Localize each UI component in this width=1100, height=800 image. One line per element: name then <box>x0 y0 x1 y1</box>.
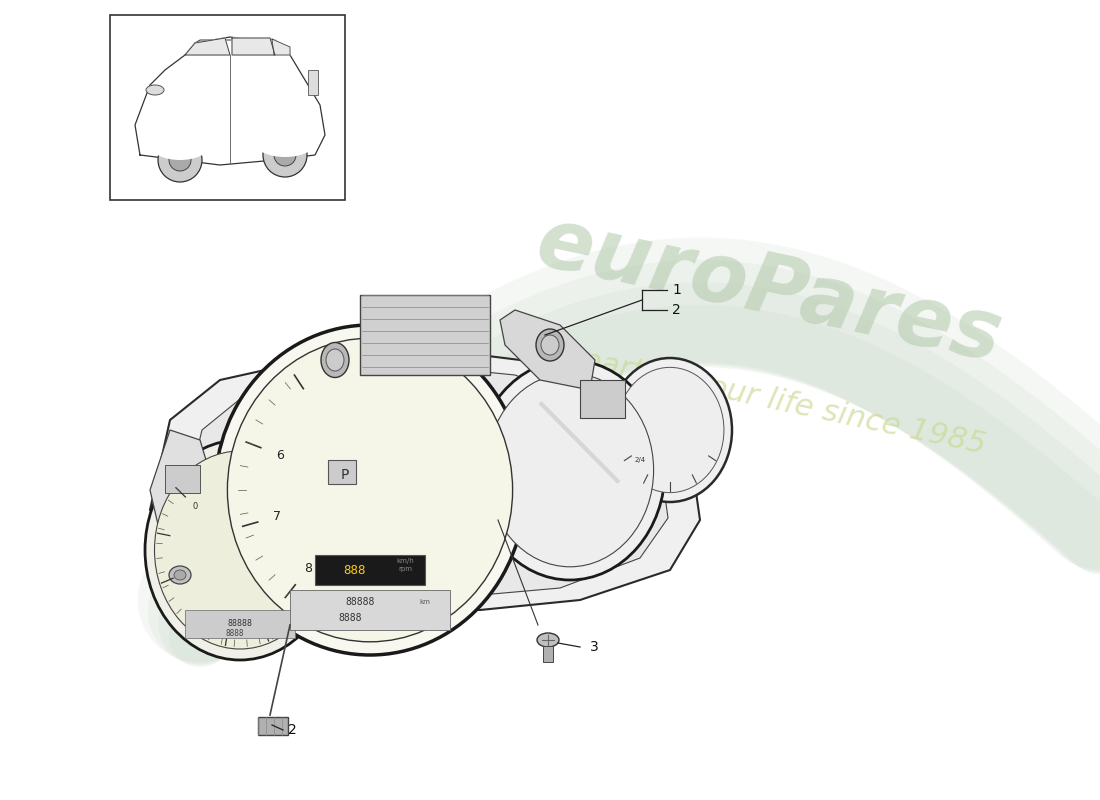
Text: 6: 6 <box>276 449 284 462</box>
Text: 888: 888 <box>343 563 366 577</box>
Ellipse shape <box>321 342 349 378</box>
Ellipse shape <box>608 358 732 502</box>
Polygon shape <box>185 368 668 596</box>
Ellipse shape <box>158 138 202 182</box>
Text: 8: 8 <box>305 562 312 575</box>
Ellipse shape <box>537 633 559 647</box>
Text: 88888: 88888 <box>228 619 253 629</box>
Ellipse shape <box>169 566 191 584</box>
Bar <box>110 15 345 200</box>
Text: P: P <box>341 468 349 482</box>
Ellipse shape <box>475 360 666 580</box>
Text: 3: 3 <box>590 640 598 654</box>
Ellipse shape <box>154 451 326 649</box>
Ellipse shape <box>150 130 210 160</box>
Text: 2/4: 2/4 <box>635 457 646 463</box>
Ellipse shape <box>174 570 186 580</box>
Polygon shape <box>232 38 275 55</box>
Ellipse shape <box>169 149 191 171</box>
Ellipse shape <box>326 349 344 371</box>
Bar <box>185 610 295 638</box>
Text: 8888: 8888 <box>339 613 362 623</box>
Text: 88888: 88888 <box>345 597 375 607</box>
Bar <box>360 295 490 375</box>
Ellipse shape <box>274 144 296 166</box>
Bar <box>258 717 288 735</box>
Polygon shape <box>150 350 700 610</box>
Bar <box>543 646 553 662</box>
Bar <box>315 555 425 585</box>
Text: 2: 2 <box>672 303 681 317</box>
Ellipse shape <box>536 329 564 361</box>
Polygon shape <box>185 38 230 55</box>
Ellipse shape <box>228 338 513 642</box>
Text: 0: 0 <box>192 502 198 510</box>
Bar <box>580 380 625 418</box>
Ellipse shape <box>541 335 559 355</box>
Bar <box>328 460 356 484</box>
Bar <box>308 70 318 95</box>
Bar <box>290 590 450 630</box>
Text: km: km <box>419 599 430 605</box>
Polygon shape <box>500 310 595 390</box>
Ellipse shape <box>616 367 724 493</box>
Ellipse shape <box>255 129 315 157</box>
Text: euroPares: euroPares <box>530 201 1010 379</box>
Ellipse shape <box>263 133 307 177</box>
Text: 8888: 8888 <box>226 630 244 638</box>
Polygon shape <box>150 430 214 555</box>
Text: km/h
rpm: km/h rpm <box>396 558 414 571</box>
Text: a part of your life since 1985: a part of your life since 1985 <box>551 340 989 460</box>
Polygon shape <box>272 39 290 55</box>
Ellipse shape <box>146 85 164 95</box>
Text: 1: 1 <box>672 283 681 297</box>
Ellipse shape <box>486 373 653 566</box>
Text: 7: 7 <box>273 510 282 523</box>
Ellipse shape <box>145 440 336 660</box>
Text: 2: 2 <box>288 723 297 737</box>
Bar <box>165 465 200 493</box>
Ellipse shape <box>214 325 525 655</box>
